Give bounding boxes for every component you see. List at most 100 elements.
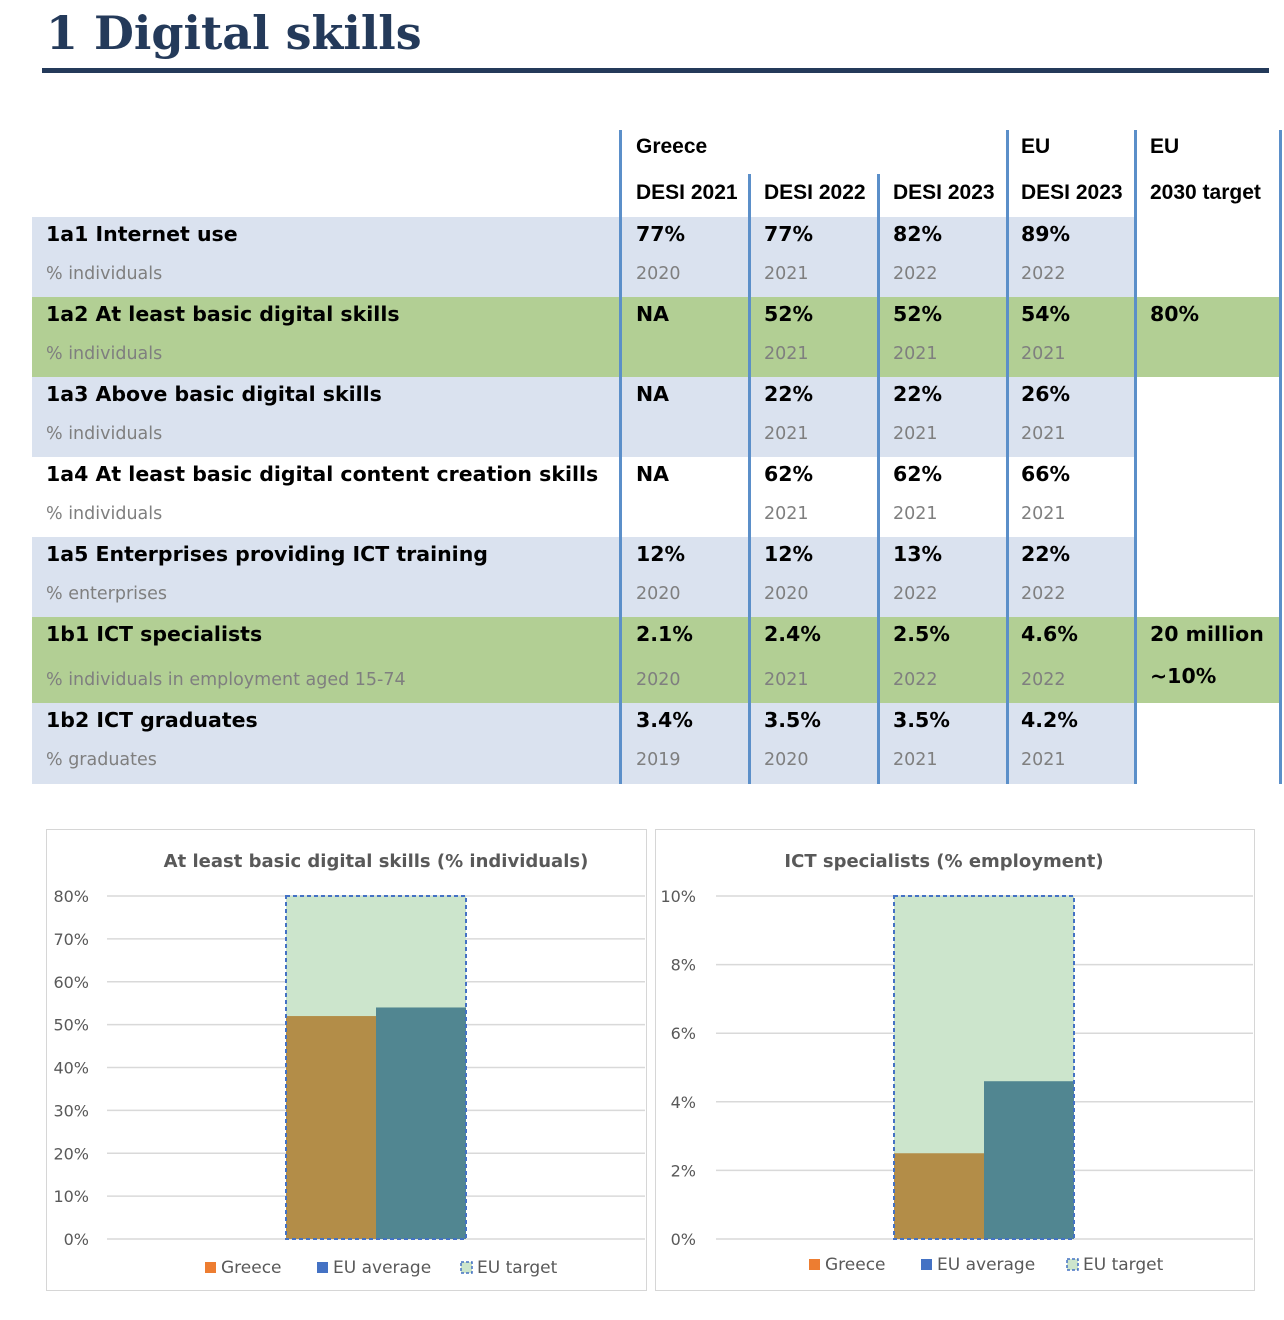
row-year: 2020 [636,584,681,604]
row-year: 2021 [764,424,809,444]
row-unit: % individuals [46,264,163,284]
y-tick-label: 80% [53,887,89,906]
row-year: 2021 [764,504,809,524]
row-band [32,297,1282,377]
row-title: 1a4 At least basic digital content creat… [46,462,599,486]
row-year: 2021 [1021,504,1066,524]
legend-swatch-greece [809,1259,820,1270]
y-tick-label: 20% [53,1144,89,1163]
row-value: 3.5% [764,708,821,732]
bar-greece [894,1153,984,1239]
legend-label-eu-target: EU target [477,1258,558,1278]
row-year: 2020 [636,264,681,284]
column-header: 2030 target [1150,181,1261,204]
row-band [32,617,1282,703]
column-header: DESI 2023 [893,181,995,204]
row-band [32,217,1134,297]
legend-label-greece: Greece [825,1255,886,1275]
row-year: 2021 [893,504,938,524]
row-value: 4.6% [1021,622,1078,646]
row-value: 62% [893,462,943,486]
column-separator [1279,130,1282,784]
row-value: 54% [1021,302,1071,326]
y-tick-label: 4% [671,1093,696,1112]
legend-swatch-eu-average [921,1259,932,1270]
row-value: 22% [764,382,814,406]
bar-eu-target-outline [893,895,1075,1240]
legend-label-eu-target: EU target [1083,1255,1164,1275]
row-target: 80% [1150,302,1200,326]
chart-ict-specialists-svg: ICT specialists (% employment) 0% 2% 4% 6% 8%… [660,851,1253,1275]
row-value: 66% [1021,462,1071,486]
row-year: 2021 [893,750,938,770]
page-title: 1 Digital skills [46,6,422,60]
row-year: 2020 [764,750,809,770]
row-year: 2022 [1021,670,1066,690]
row-value: 82% [893,222,943,246]
row-year: 2021 [893,424,938,444]
legend-swatch-eu-target [1066,1258,1079,1271]
column-separator [877,174,880,784]
row-title: 1b2 ICT graduates [46,708,258,732]
legend-swatch-eu-target [460,1261,473,1274]
row-year: 2022 [893,670,938,690]
column-separator [748,174,751,784]
row-target: 20 million [1150,622,1264,646]
row-value: 2.4% [764,622,821,646]
row-year: 2022 [1021,264,1066,284]
y-tick-label: 30% [53,1101,89,1120]
chart-ict-specialists: ICT specialists (% employment) 0% 2% 4% 6% 8%… [655,829,1255,1291]
column-separator [1134,130,1137,784]
legend-swatch-eu-average [317,1262,328,1273]
chart-title: ICT specialists (% employment) [784,851,1103,872]
row-title: 1a2 At least basic digital skills [46,302,400,326]
y-tick-label: 40% [53,1059,89,1078]
row-value: 62% [764,462,814,486]
row-value: 22% [1021,542,1071,566]
bar-eu-average [376,1007,466,1239]
row-value: 4.2% [1021,708,1078,732]
bar-greece [286,1016,376,1239]
row-value: NA [636,462,670,486]
y-tick-label: 70% [53,930,89,949]
legend-label-greece: Greece [221,1258,282,1278]
row-year: 2020 [636,670,681,690]
row-value: NA [636,302,670,326]
row-value: 12% [636,542,686,566]
y-tick-label: 60% [53,973,89,992]
column-separator [1006,130,1009,784]
row-band [32,703,1134,784]
bar-eu-average [984,1081,1074,1239]
y-tick-label: 8% [671,956,696,975]
row-value: 2.5% [893,622,950,646]
row-year: 2021 [764,344,809,364]
row-value: NA [636,382,670,406]
row-unit: % graduates [46,750,157,770]
y-tick-label: 10% [53,1187,89,1206]
column-separator [619,130,622,784]
row-value: 3.5% [893,708,950,732]
row-unit: % individuals [46,504,163,524]
row-year: 2020 [764,584,809,604]
column-header: DESI 2022 [764,181,866,204]
group-header-greece: Greece [636,135,708,158]
row-value: 26% [1021,382,1071,406]
row-unit: % individuals [46,344,163,364]
row-year: 2021 [893,344,938,364]
row-year: 2021 [1021,424,1066,444]
legend-label-eu-average: EU average [937,1255,1035,1275]
chart-basic-digital-skills-svg: At least basic digital skills (% individ… [53,851,645,1278]
row-year: 2021 [764,670,809,690]
legend-label-eu-average: EU average [333,1258,431,1278]
row-value: 22% [893,382,943,406]
row-band [32,377,1134,457]
row-unit: % enterprises [46,584,168,604]
row-value: 89% [1021,222,1071,246]
row-year: 2021 [1021,344,1066,364]
y-tick-label: 10% [660,887,696,906]
row-unit: % individuals in employment aged 15-74 [46,670,406,690]
digital-skills-table: Greece EU EU DESI 2021 DESI 2022 DESI 2023 DES… [32,130,1282,784]
row-title: 1a3 Above basic digital skills [46,382,382,406]
title-rule [42,68,1269,73]
group-header-eu-target: EU [1150,135,1180,158]
